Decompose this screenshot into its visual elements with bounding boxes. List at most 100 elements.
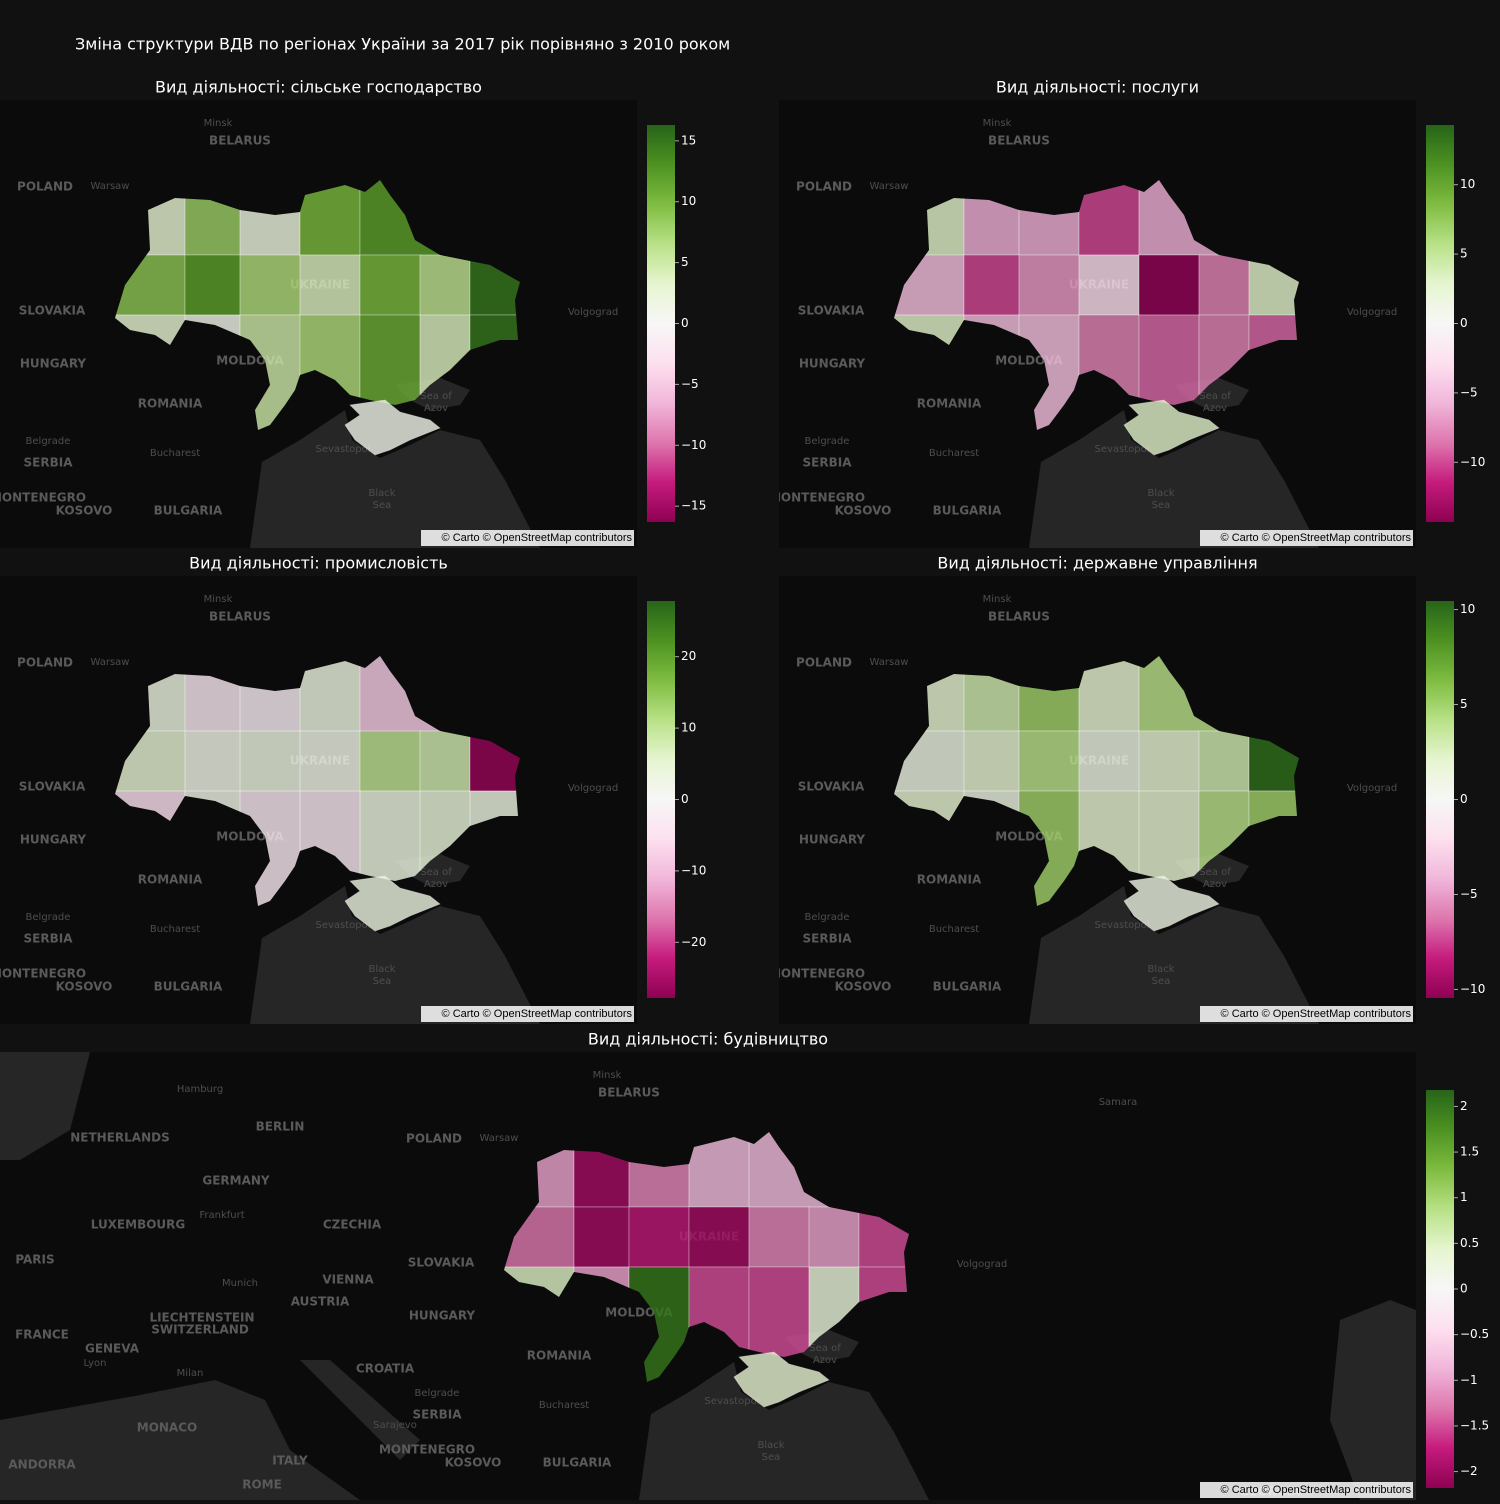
place-label: ROMANIA [527, 1349, 592, 1363]
region [573, 1206, 630, 1268]
place-label: ROMANIA [917, 397, 982, 411]
colorbar [647, 125, 675, 522]
colorbar-tick-label: 2 [1460, 1099, 1468, 1113]
place-label: Sea of [1199, 391, 1231, 402]
colorbar-tick-label: 0 [681, 316, 689, 330]
place-label: Sea of [1199, 867, 1231, 878]
region [344, 875, 441, 932]
place-label: Sea [373, 500, 392, 511]
place-label: Sarajevo [373, 1420, 417, 1431]
place-label: Sea [373, 976, 392, 987]
place-label: KOSOVO [56, 980, 113, 994]
place-label: Sea of [809, 1343, 841, 1354]
map: Minsk BELARUS POLAND Warsaw SLOVAKIA HUNGARY R… [769, 100, 1416, 548]
place-label: Minsk [983, 594, 1012, 605]
colorbar-tick-label: 1 [1460, 1190, 1468, 1204]
place-label: Volgograd [1347, 783, 1397, 794]
place-label: Bucharest [929, 924, 979, 935]
colorbar-tick-label: −10 [1460, 982, 1485, 996]
place-label: MONACO [137, 1421, 197, 1435]
place-label: Volgograd [1347, 307, 1397, 318]
place-label: SERBIA [24, 456, 74, 470]
colorbar-tick-label: −2 [1460, 1464, 1478, 1478]
place-label: FRANCE [15, 1328, 69, 1342]
region [344, 399, 441, 456]
place-label: POLAND [406, 1132, 462, 1146]
region [184, 730, 241, 792]
place-label: SERBIA [24, 932, 74, 946]
place-label: MONTENEGRO [0, 967, 86, 981]
region [1078, 254, 1140, 316]
region [359, 254, 421, 316]
region [239, 254, 301, 316]
place-label: BELARUS [988, 134, 1050, 148]
place-label: ANDORRA [8, 1458, 76, 1472]
place-label: Sevastopol [315, 920, 370, 931]
region [299, 254, 361, 316]
place-label: BELARUS [209, 134, 271, 148]
place-label: Belgrade [805, 436, 850, 447]
place-label: HUNGARY [799, 833, 866, 847]
region [359, 730, 421, 792]
place-label: ROMANIA [138, 397, 203, 411]
colorbar-tick-label: 5 [681, 255, 689, 269]
place-label: POLAND [17, 656, 73, 670]
place-label: Warsaw [479, 1133, 518, 1144]
attribution-box [1200, 1482, 1413, 1498]
place-label: Minsk [204, 118, 233, 129]
place-label: POLAND [796, 656, 852, 670]
sea [1029, 410, 1319, 548]
subplot-title: Вид діяльності: державне управління [937, 554, 1257, 573]
place-label: GERMANY [202, 1174, 270, 1188]
attribution: © Carto © OpenStreetMap contributors [442, 532, 633, 544]
attribution-box [421, 1006, 634, 1022]
sea [1330, 1300, 1416, 1500]
place-label: Munich [222, 1278, 258, 1289]
attribution-box [1200, 530, 1413, 546]
place-label: Lyon [83, 1358, 106, 1369]
sea [639, 1362, 929, 1500]
colorbar-tick-label: 10 [681, 721, 696, 735]
region [1018, 254, 1080, 316]
place-label: PARIS [15, 1253, 54, 1267]
map: Minsk BELARUS POLAND Warsaw SLOVAKIA HUNGARY R… [0, 576, 637, 1024]
subplot-title: Вид діяльності: послуги [996, 78, 1199, 97]
place-label: Sevastopol [704, 1396, 759, 1407]
place-label: Milan [177, 1368, 204, 1379]
colorbar-tick-label: −1 [1460, 1373, 1478, 1387]
place-label: Belgrade [415, 1388, 460, 1399]
place-label: BULGARIA [154, 504, 223, 518]
place-label: LUXEMBOURG [91, 1218, 186, 1232]
colorbar-tick-label: 10 [681, 194, 696, 208]
place-label: CROATIA [356, 1362, 415, 1376]
subplot-title: Вид діяльності: будівництво [588, 1030, 828, 1049]
place-label: MONTENEGRO [0, 491, 86, 505]
sea [250, 886, 540, 1024]
region [1198, 730, 1250, 792]
region [1018, 730, 1080, 792]
place-label: Black [757, 1440, 784, 1451]
sea [0, 1380, 360, 1500]
region [1198, 254, 1250, 316]
place-label: Azov [1203, 879, 1227, 890]
place-label: SWITZERLAND [151, 1323, 249, 1337]
place-label: Azov [424, 879, 448, 890]
attribution: © Carto © OpenStreetMap contributors [1221, 1008, 1412, 1020]
place-label: SLOVAKIA [798, 304, 865, 318]
place-label: Belgrade [26, 436, 71, 447]
map: Minsk BELARUS POLAND Warsaw SLOVAKIA HUNGARY R… [779, 576, 1416, 1024]
attribution-box [421, 530, 634, 546]
place-label: SERBIA [803, 456, 853, 470]
place-label: MONTENEGRO [769, 491, 865, 505]
place-label: Black [1147, 488, 1174, 499]
place-label: BELARUS [209, 610, 271, 624]
place-label: BULGARIA [933, 504, 1002, 518]
place-label: Samara [1099, 1097, 1138, 1108]
colorbar-tick-label: −10 [681, 863, 706, 877]
attribution: © Carto © OpenStreetMap contributors [1221, 1484, 1412, 1496]
place-label: Warsaw [90, 181, 129, 192]
place-label: ROMANIA [138, 873, 203, 887]
place-label: BELARUS [598, 1086, 660, 1100]
colorbar-tick-label: 1.5 [1460, 1145, 1479, 1159]
